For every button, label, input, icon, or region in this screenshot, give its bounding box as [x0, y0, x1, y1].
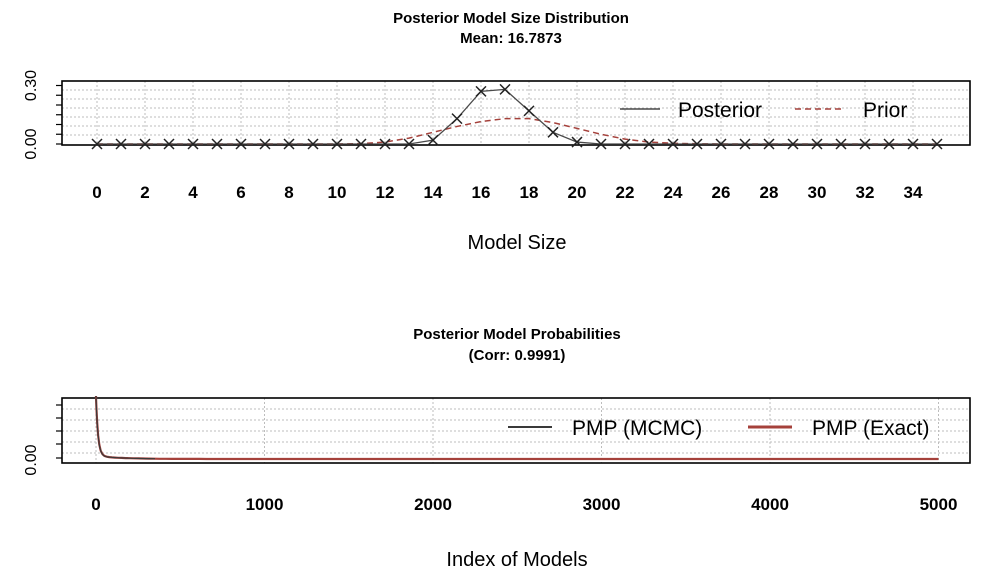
posterior-point: [763, 138, 775, 150]
chart1-y-tick-label: 0.00: [23, 128, 40, 159]
posterior-point: [331, 138, 343, 150]
chart1-x-tick-label: 0: [92, 183, 101, 202]
chart2-title: Posterior Model Probabilities: [413, 326, 621, 343]
prior-line: [97, 117, 937, 145]
posterior-point: [427, 134, 439, 146]
chart1-series: [91, 83, 943, 150]
posterior-point: [355, 138, 367, 150]
chart1-x-axis-label: Model Size: [468, 232, 567, 254]
chart2-series: [94, 395, 939, 461]
chart2-x-tick-label: 0: [91, 495, 100, 514]
chart1-y-axis: 0.00 0.30: [23, 70, 62, 160]
posterior-point: [139, 138, 151, 150]
posterior-point: [547, 126, 559, 138]
posterior-point: [307, 138, 319, 150]
chart1-title: Posterior Model Size Distribution: [393, 10, 629, 27]
chart2-x-tick-label: 3000: [583, 495, 621, 514]
chart2-subtitle: (Corr: 0.9991): [469, 347, 566, 364]
chart1-x-tick-label: 22: [616, 183, 635, 202]
posterior-point: [859, 138, 871, 150]
chart2-x-tick-label: 4000: [751, 495, 789, 514]
posterior-point: [91, 138, 103, 150]
chart1-x-tick-label: 16: [472, 183, 491, 202]
chart1-x-tick-label: 34: [904, 183, 923, 202]
posterior-point: [643, 138, 655, 150]
chart2-grid: [62, 398, 970, 463]
posterior-point: [523, 105, 535, 117]
chart1-grid: [62, 81, 970, 145]
chart1-x-tick-label: 20: [568, 183, 587, 202]
chart1-x-tick-label: 2: [140, 183, 149, 202]
posterior-point: [691, 138, 703, 150]
posterior-point: [115, 138, 127, 150]
posterior-point: [259, 138, 271, 150]
posterior-point: [379, 138, 391, 150]
model-probabilities-panel: Posterior Model Probabilities (Corr: 0.9…: [23, 326, 971, 571]
legend-posterior-label: Posterior: [678, 99, 762, 122]
chart1-y-tick-label: 0.30: [23, 70, 40, 101]
chart1-legend: Posterior Prior: [620, 99, 907, 122]
legend-pmp-mcmc-label: PMP (MCMC): [572, 417, 702, 440]
posterior-point: [235, 138, 247, 150]
chart1-plot-frame: [61, 80, 971, 146]
chart2-legend: PMP (MCMC) PMP (Exact): [508, 417, 929, 440]
posterior-point: [451, 113, 463, 125]
posterior-point: [811, 138, 823, 150]
chart1-x-tick-label: 10: [328, 183, 347, 202]
chart1-x-tick-label: 18: [520, 183, 539, 202]
chart1-x-tick-label: 4: [188, 183, 198, 202]
posterior-point: [283, 138, 295, 150]
posterior-point: [835, 138, 847, 150]
chart1-subtitle: Mean: 16.7873: [460, 30, 562, 47]
chart1-x-tick-label: 26: [712, 183, 731, 202]
posterior-line: [97, 88, 937, 145]
posterior-point: [163, 138, 175, 150]
model-size-panel: Posterior Model Size Distribution Mean: …: [23, 10, 971, 254]
posterior-point: [667, 138, 679, 150]
chart1-x-tick-label: 30: [808, 183, 827, 202]
posterior-point: [787, 138, 799, 150]
chart2-x-tick-label: 5000: [920, 495, 958, 514]
posterior-point: [715, 138, 727, 150]
legend-pmp-exact-label: PMP (Exact): [812, 417, 929, 440]
chart1-x-tick-label: 24: [664, 183, 683, 202]
posterior-point: [211, 138, 223, 150]
posterior-point: [883, 138, 895, 150]
legend-prior-label: Prior: [863, 99, 907, 122]
chart1-x-tick-label: 6: [236, 183, 245, 202]
posterior-point: [739, 138, 751, 150]
chart1-x-tick-label: 14: [424, 183, 443, 202]
chart1-x-tick-label: 12: [376, 183, 395, 202]
posterior-point: [907, 138, 919, 150]
posterior-point: [499, 83, 511, 95]
posterior-point: [475, 85, 487, 97]
chart2-y-axis: 0.00: [23, 404, 62, 476]
chart1-x-tick-label: 32: [856, 183, 875, 202]
chart2-x-tick-label: 1000: [246, 495, 284, 514]
chart1-x-ticks: 0 2 4 6 8 10 12 14 16 18 20 22 24 26 28 30 32 34: [92, 183, 923, 202]
chart2-x-axis-label: Index of Models: [446, 549, 587, 571]
chart1-x-tick-label: 8: [284, 183, 293, 202]
chart2-x-ticks: 0 1000 2000 3000 4000 5000: [91, 495, 957, 514]
chart2-x-tick-label: 2000: [414, 495, 452, 514]
chart2-y-tick-label: 0.00: [23, 444, 40, 475]
posterior-point: [595, 138, 607, 150]
pmp-mcmc-line: [95, 396, 155, 460]
posterior-point: [619, 138, 631, 150]
posterior-point: [571, 136, 583, 148]
posterior-point: [187, 138, 199, 150]
posterior-point: [931, 138, 943, 150]
posterior-point: [403, 138, 415, 150]
chart1-x-tick-label: 28: [760, 183, 779, 202]
